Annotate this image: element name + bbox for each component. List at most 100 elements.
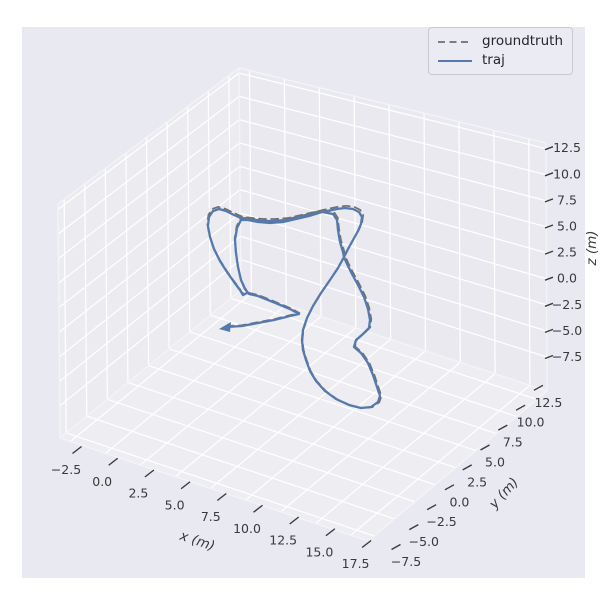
pane-edge bbox=[240, 289, 548, 392]
grid-line-right-pane bbox=[388, 104, 392, 340]
grid-line-left-pane bbox=[187, 106, 191, 332]
grid-line-right-pane bbox=[493, 130, 496, 374]
x-tick-mark bbox=[361, 539, 372, 549]
grid-line-left-z bbox=[58, 165, 241, 309]
grid-line-left-pane bbox=[84, 183, 88, 417]
y-tick-mark bbox=[533, 384, 544, 391]
grid-line-left-pane bbox=[228, 75, 232, 299]
z-tick-mark bbox=[544, 250, 554, 255]
y-tick-label: 2.5 bbox=[467, 474, 487, 489]
y-tick-mark bbox=[462, 464, 473, 471]
grid-line-left-pane bbox=[166, 122, 170, 349]
grid-line-right-pane bbox=[318, 87, 322, 317]
traj-solid-line-sample bbox=[438, 59, 472, 62]
grid-line-floor-y bbox=[189, 331, 497, 435]
z-tick-mark bbox=[544, 224, 554, 229]
y-tick-label: −7.5 bbox=[391, 554, 421, 569]
grid-line-right-z bbox=[240, 258, 548, 358]
grid-line-floor-y bbox=[148, 365, 456, 469]
y-tick-mark bbox=[444, 484, 455, 491]
grid-line-right-z bbox=[239, 165, 547, 254]
x-tick-label: 15.0 bbox=[305, 544, 333, 559]
grid-line-right-pane bbox=[353, 96, 357, 328]
grid-line-left-z bbox=[59, 259, 242, 407]
grid-line-left-z bbox=[57, 72, 240, 210]
grid-line-left-z bbox=[58, 119, 240, 260]
pane-right bbox=[239, 68, 547, 391]
pane-edge bbox=[59, 289, 242, 439]
z-tick-mark bbox=[544, 172, 554, 177]
pane-edge bbox=[59, 437, 369, 542]
z-tick-mark bbox=[544, 276, 554, 281]
z-tick-label: 2.5 bbox=[557, 245, 577, 260]
z-tick-mark bbox=[544, 328, 554, 334]
grid-line-right-z bbox=[240, 235, 547, 332]
grid-line-right-pane bbox=[528, 138, 531, 386]
x-tick-mark bbox=[180, 481, 191, 490]
y-tick-label: 0.0 bbox=[449, 494, 469, 509]
trajectory-end-arrow bbox=[219, 322, 231, 332]
y-tick-label: 12.5 bbox=[534, 395, 562, 410]
grid-line-left-z bbox=[58, 142, 241, 284]
pane-edge bbox=[238, 67, 547, 144]
y-tick-label: −2.5 bbox=[426, 514, 456, 529]
y-axis-label: y (m) bbox=[485, 475, 522, 513]
y-tick-mark bbox=[391, 543, 401, 551]
x-tick-label: 10.0 bbox=[233, 521, 261, 536]
y-tick-label: 7.5 bbox=[503, 435, 523, 450]
grid-line-right-pane bbox=[248, 70, 253, 294]
grid-line-right-z bbox=[239, 189, 547, 280]
pane-edge bbox=[238, 67, 242, 291]
grid-line-floor-y bbox=[230, 297, 538, 400]
y-tick-mark bbox=[515, 404, 526, 411]
x-tick-mark bbox=[289, 516, 300, 525]
x-tick-label: −2.5 bbox=[51, 462, 81, 477]
legend: groundtruth traj bbox=[428, 27, 573, 75]
grid-line-right-z bbox=[238, 72, 547, 150]
y-tick-mark bbox=[497, 424, 508, 431]
grid-line-left-pane bbox=[145, 137, 150, 366]
z-tick-label: 0.0 bbox=[557, 271, 577, 286]
z-tick-label: −2.5 bbox=[552, 297, 582, 312]
y-tick-mark bbox=[480, 444, 490, 451]
legend-label-groundtruth: groundtruth bbox=[482, 32, 564, 49]
z-tick-mark bbox=[544, 198, 554, 203]
grid-line-floor-y bbox=[107, 398, 416, 503]
z-tick-label: 10.0 bbox=[553, 166, 581, 181]
x-tick-label: 5.0 bbox=[165, 497, 185, 512]
grid-line-right-z bbox=[239, 119, 547, 202]
grid-line-right-z bbox=[239, 95, 547, 176]
x-tick-mark bbox=[144, 469, 155, 478]
x-tick-mark bbox=[253, 504, 263, 513]
y-tick-label: 10.0 bbox=[517, 415, 545, 430]
y-tick-label: 5.0 bbox=[485, 455, 505, 470]
z-tick-label: 7.5 bbox=[557, 192, 577, 207]
grid-line-right-pane bbox=[423, 113, 427, 351]
grid-line-left-pane bbox=[104, 168, 108, 400]
traj-line bbox=[206, 206, 382, 410]
pane-edge bbox=[367, 390, 548, 542]
grid-line-right-pane bbox=[458, 121, 461, 363]
grid-line-floor-y bbox=[86, 415, 395, 520]
pane-edge bbox=[57, 67, 240, 205]
grid-line-left-pane bbox=[125, 152, 129, 383]
x-tick-label: 2.5 bbox=[128, 486, 148, 501]
grid-line-right-pane bbox=[283, 79, 287, 305]
y-tick-mark bbox=[408, 523, 419, 531]
grid-line-left-z bbox=[57, 95, 240, 235]
grid-line-left-pane bbox=[63, 199, 67, 433]
grid-line-left-pane bbox=[207, 91, 211, 316]
x-tick-mark bbox=[216, 492, 227, 502]
z-tick-mark bbox=[544, 354, 554, 360]
legend-item-groundtruth: groundtruth bbox=[437, 32, 564, 51]
z-tick-label: −5.0 bbox=[552, 323, 582, 338]
x-tick-label: 0.0 bbox=[92, 474, 112, 489]
grid-line-floor-y bbox=[210, 314, 517, 418]
grid-line-floor-x bbox=[350, 384, 531, 536]
y-tick-label: −5.0 bbox=[409, 534, 439, 549]
x-tick-mark bbox=[108, 457, 119, 466]
x-tick-mark bbox=[325, 528, 336, 537]
grid-line-floor-y bbox=[127, 381, 436, 486]
pane-edge bbox=[545, 142, 548, 392]
